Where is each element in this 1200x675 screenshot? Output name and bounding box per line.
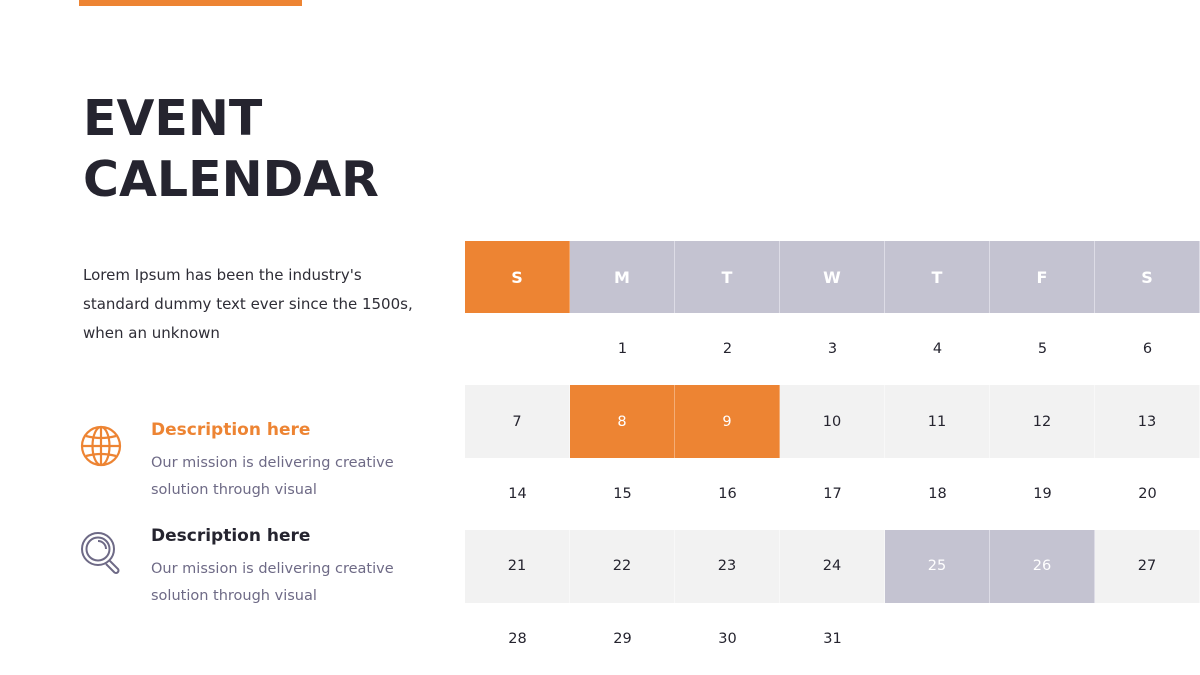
day-cell[interactable]: 11	[885, 385, 990, 458]
day-cell[interactable]: 2	[722, 341, 733, 358]
accent-bar	[79, 0, 302, 6]
weekday-header-wed: W	[780, 241, 885, 313]
day-cell[interactable]: 24	[780, 530, 885, 603]
description-body: Our mission is delivering creative solut…	[151, 561, 394, 604]
weekday-header-sun: S	[465, 241, 570, 313]
title-line-2: CALENDAR	[83, 151, 379, 208]
globe-icon	[80, 425, 122, 467]
description-title: Description here	[151, 420, 311, 440]
intro-text: Lorem Ipsum has been the industry's stan…	[83, 266, 413, 342]
weekday-header-fri: F	[990, 241, 1095, 313]
weekday-header-tue: T	[675, 241, 780, 313]
day-cell[interactable]: 12	[990, 385, 1095, 458]
day-cell[interactable]: 10	[780, 385, 885, 458]
day-cell[interactable]: 29	[613, 630, 632, 647]
description-title: Description here	[151, 526, 311, 546]
weekday-header-mon: M	[570, 241, 675, 313]
day-cell[interactable]: 3	[827, 341, 838, 358]
day-cell[interactable]: 4	[932, 341, 943, 358]
day-cell[interactable]: 17	[823, 485, 842, 502]
weekday-header-sat: S	[1095, 241, 1200, 313]
day-cell[interactable]: 19	[1033, 485, 1052, 502]
day-cell-empty	[990, 603, 1095, 675]
day-cell-event-orange[interactable]: 9	[675, 385, 780, 458]
day-cell[interactable]: 6	[1142, 341, 1153, 358]
day-cell-empty	[885, 603, 990, 675]
day-cell[interactable]: 15	[613, 485, 632, 502]
day-cell-event-gray[interactable]: 25	[885, 530, 990, 603]
day-cell[interactable]: 14	[508, 485, 527, 502]
day-cell[interactable]: 30	[718, 630, 737, 647]
day-cell-event-orange[interactable]: 8	[570, 385, 675, 458]
day-cell[interactable]: 13	[1095, 385, 1200, 458]
day-cell-event-gray[interactable]: 26	[990, 530, 1095, 603]
event-calendar: S M T W T F S 1 2 3 4 5 6 7 8 9 10 11 12…	[465, 241, 1200, 675]
day-cell[interactable]: 31	[823, 630, 842, 647]
search-icon	[81, 532, 120, 574]
day-cell[interactable]: 28	[508, 630, 527, 647]
day-cell[interactable]: 5	[1037, 341, 1048, 358]
day-cell[interactable]: 16	[718, 485, 737, 502]
day-cell[interactable]: 22	[570, 530, 675, 603]
day-cell[interactable]: 21	[465, 530, 570, 603]
day-cell[interactable]: 1	[617, 341, 628, 358]
day-cell-empty	[465, 313, 570, 385]
day-cell[interactable]: 18	[928, 485, 947, 502]
title-line-1: EVENT	[83, 90, 263, 147]
weekday-header-thu: T	[885, 241, 990, 313]
description-body: Our mission is delivering creative solut…	[151, 455, 394, 498]
day-cell[interactable]: 20	[1138, 485, 1157, 502]
day-cell[interactable]: 27	[1095, 530, 1200, 603]
day-cell-empty	[1095, 603, 1200, 675]
day-cell[interactable]: 23	[675, 530, 780, 603]
page-title: EVENT CALENDAR	[83, 88, 379, 210]
day-cell[interactable]: 7	[465, 385, 570, 458]
